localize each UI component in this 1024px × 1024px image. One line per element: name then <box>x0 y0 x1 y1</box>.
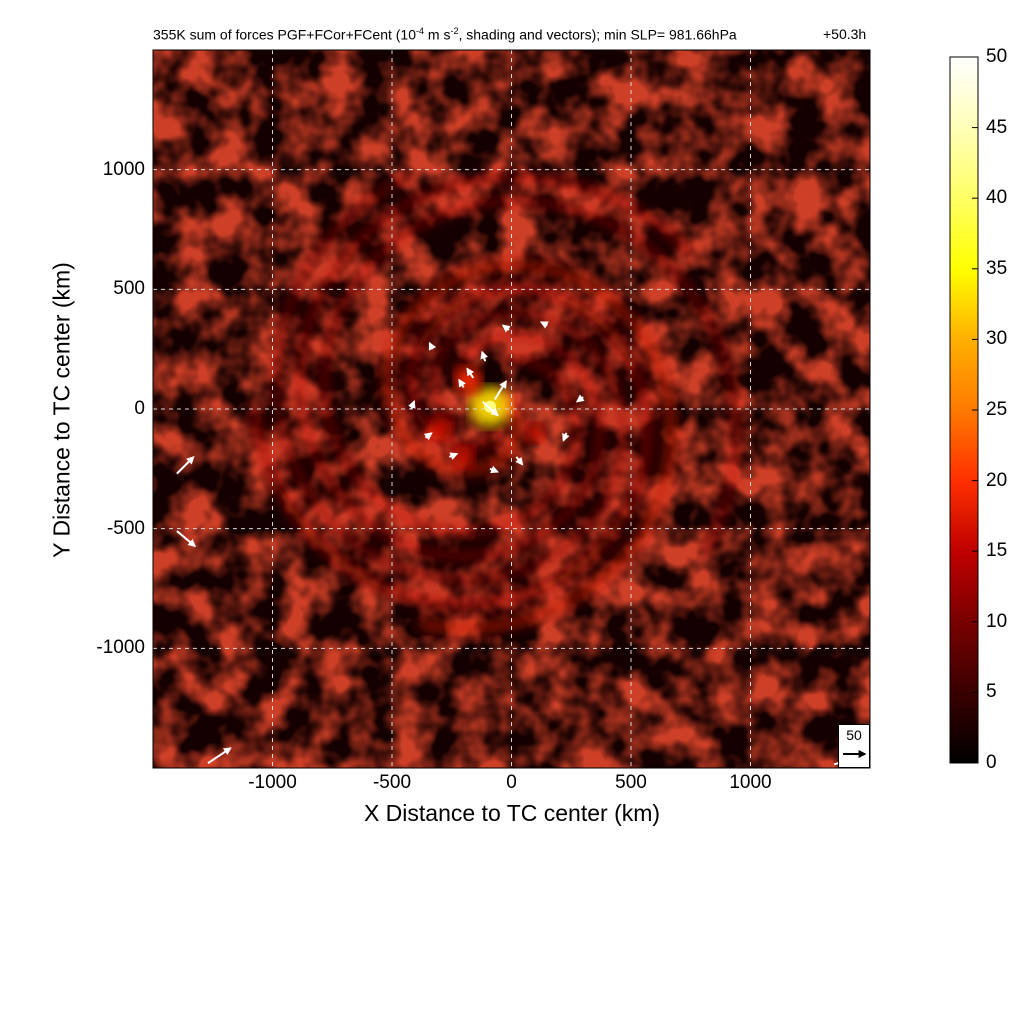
force-vector <box>466 367 475 379</box>
colorbar-tick-label: 10 <box>986 610 1008 632</box>
spiral-band <box>297 173 694 560</box>
x-axis-label: X Distance to TC center (km) <box>363 800 661 826</box>
force-vectors <box>176 321 855 766</box>
hotspot <box>452 445 475 468</box>
y-tick-label: 0 <box>134 398 145 419</box>
x-tick-label: 1000 <box>729 772 772 793</box>
force-vector <box>501 324 511 333</box>
spiral-band <box>272 172 628 584</box>
chart-title: 355K sum of forces PGF+FCor+FCent (10-4 … <box>153 26 737 43</box>
force-vector <box>448 452 459 460</box>
force-vector <box>515 456 524 466</box>
reference-vector-label: 50 <box>846 727 862 743</box>
force-vector <box>575 394 585 403</box>
y-tick-label: 500 <box>113 278 145 300</box>
plot-frame <box>152 49 871 769</box>
y-axis-label: Y Distance to TC center (km) <box>48 262 75 558</box>
colorbar-tick-label: 40 <box>986 187 1008 209</box>
storm-spiral-bands <box>250 172 739 633</box>
colorbar-tick-label: 15 <box>986 540 1008 562</box>
force-vector <box>480 350 489 362</box>
hotspot-layer <box>427 366 546 468</box>
force-vector <box>207 747 232 765</box>
colorbar-tick-label: 5 <box>986 681 997 703</box>
force-vector <box>176 530 197 548</box>
reference-arrow-icon <box>843 750 867 758</box>
y-tick-label: -500 <box>106 517 145 539</box>
x-tick-label: -1000 <box>248 772 297 793</box>
spiral-band <box>321 198 739 555</box>
colorbar-tick-label: 25 <box>986 399 1008 420</box>
spiral-band <box>383 260 676 633</box>
colorbar-tick-label: 20 <box>986 469 1008 491</box>
hotspot <box>525 422 546 443</box>
heatmap-field <box>153 50 870 768</box>
force-vector <box>458 378 466 388</box>
time-label: +50.3h <box>823 26 867 42</box>
colorbar-tick-label: 30 <box>986 328 1008 350</box>
colorbar-ticks <box>972 56 978 764</box>
reference-vector-box: 50 <box>838 724 870 768</box>
x-tick-label: 500 <box>615 772 647 793</box>
force-vector <box>176 455 195 475</box>
colorbar-tick-label: 50 <box>986 46 1008 67</box>
x-tick-label: -500 <box>372 772 412 793</box>
y-tick-label: -1000 <box>96 637 145 659</box>
force-vector <box>482 401 500 417</box>
x-tick-label: 0 <box>506 772 517 793</box>
colorbar-tick-label: 0 <box>986 752 997 773</box>
force-vector <box>408 400 416 410</box>
force-vector <box>493 380 507 400</box>
force-vector <box>423 432 433 441</box>
force-vector <box>539 321 549 329</box>
force-vector <box>489 465 499 474</box>
force-vector <box>562 432 570 442</box>
hotspot <box>427 415 453 441</box>
colorbar-tick-label: 45 <box>986 116 1008 138</box>
force-vector <box>428 341 437 351</box>
y-tick-label: 1000 <box>102 158 145 180</box>
colorbar-tick-label: 35 <box>986 257 1008 279</box>
